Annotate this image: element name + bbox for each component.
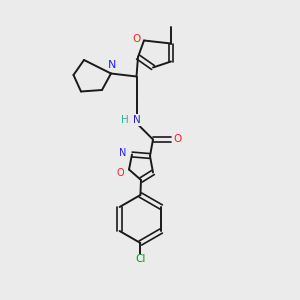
Text: Cl: Cl [135, 254, 146, 265]
Text: O: O [132, 34, 141, 44]
Text: N: N [108, 60, 117, 70]
Text: N: N [133, 115, 141, 125]
Text: O: O [117, 167, 124, 178]
Text: O: O [173, 134, 182, 145]
Text: H: H [121, 115, 128, 125]
Text: N: N [119, 148, 127, 158]
